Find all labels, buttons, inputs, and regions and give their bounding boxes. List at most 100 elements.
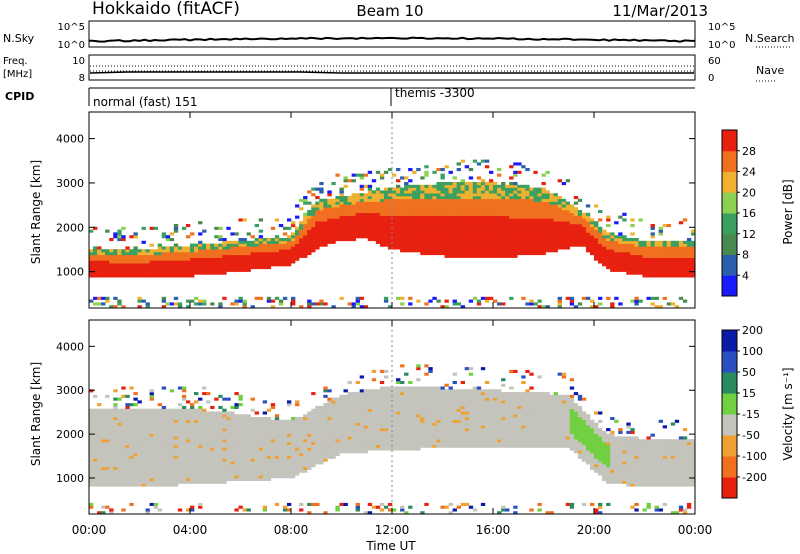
heatmap-cell <box>375 417 381 421</box>
heatmap-cell <box>424 238 429 242</box>
heatmap-cell <box>262 400 268 404</box>
heatmap-cell <box>327 229 332 233</box>
heatmap-cell <box>622 254 627 258</box>
heatmap-cell <box>303 469 308 473</box>
heatmap-cell <box>650 235 655 239</box>
heatmap-cell <box>452 235 457 239</box>
heatmap-cell <box>137 464 142 468</box>
heatmap-cell <box>436 246 441 250</box>
heatmap-cell <box>327 193 332 197</box>
heatmap-cell <box>416 221 421 225</box>
heatmap-cell <box>670 260 676 264</box>
heatmap-cell <box>274 461 280 465</box>
heatmap-cell <box>299 425 304 429</box>
heatmap-cell <box>226 263 231 267</box>
heatmap-cell <box>383 196 389 200</box>
heatmap-cell <box>202 458 207 462</box>
heatmap-cell <box>375 224 381 228</box>
heatmap-cell <box>278 428 284 432</box>
heatmap-cell <box>484 226 490 230</box>
heatmap-cell <box>387 425 393 429</box>
heatmap-cell <box>250 455 255 459</box>
heatmap-cell <box>210 469 215 473</box>
heatmap-cell <box>501 221 506 225</box>
heatmap-cell <box>646 260 651 264</box>
heatmap-cell <box>173 274 179 278</box>
heatmap-cell <box>198 268 203 272</box>
heatmap-cell <box>513 187 518 191</box>
heatmap-cell <box>383 439 389 443</box>
heatmap-cell <box>286 439 292 443</box>
heatmap-cell <box>218 238 223 242</box>
heatmap-cell <box>246 425 251 429</box>
heatmap-cell <box>585 238 591 242</box>
heatmap-cell <box>319 419 324 423</box>
heatmap-cell <box>177 477 183 482</box>
heatmap-cell <box>109 414 114 418</box>
heatmap-cell <box>351 210 356 214</box>
heatmap-cell <box>501 190 506 194</box>
heatmap-cell <box>242 466 247 470</box>
heatmap-cell <box>379 508 385 512</box>
heatmap-cell <box>198 414 203 418</box>
heatmap-cell <box>359 215 365 219</box>
heatmap-cell <box>286 453 292 457</box>
heatmap-cell <box>440 196 445 200</box>
heatmap-cell <box>359 198 365 202</box>
heatmap-cell <box>173 444 179 448</box>
heatmap-cell <box>125 453 130 457</box>
heatmap-cell <box>545 240 550 244</box>
heatmap-cell <box>379 436 385 440</box>
heatmap-cell <box>214 411 219 415</box>
heatmap-cell <box>89 414 94 418</box>
heatmap-cell <box>682 249 688 253</box>
heatmap-cell <box>169 263 175 267</box>
heatmap-cell <box>117 271 122 275</box>
heatmap-cell <box>618 249 623 253</box>
heatmap-cell <box>335 224 340 228</box>
heatmap-cell <box>509 210 514 214</box>
heatmap-cell <box>125 483 130 487</box>
heatmap-cell <box>105 417 110 421</box>
heatmap-cell <box>121 305 126 309</box>
heatmap-cell <box>602 260 607 264</box>
heatmap-cell <box>274 263 280 267</box>
heatmap-cell <box>173 477 179 482</box>
heatmap-cell <box>347 218 352 222</box>
heatmap-cell <box>513 162 518 166</box>
heatmap-cell <box>218 411 223 415</box>
heatmap-cell <box>303 254 308 258</box>
heatmap-cell <box>456 229 461 233</box>
heatmap-cell <box>343 226 348 230</box>
heatmap-cell <box>177 408 183 412</box>
heatmap-cell <box>105 249 110 253</box>
heatmap-cell <box>412 210 417 214</box>
heatmap-cell <box>190 469 195 473</box>
heatmap-cell <box>93 455 98 459</box>
heatmap-cell <box>105 229 110 233</box>
heatmap-cell <box>589 249 595 253</box>
heatmap-cell <box>270 444 276 448</box>
heatmap-cell <box>428 212 433 216</box>
heatmap-cell <box>185 425 191 429</box>
heatmap-cell <box>602 229 607 233</box>
heatmap-cell <box>262 257 268 261</box>
heatmap-cell <box>557 240 562 244</box>
heatmap-cell <box>250 260 255 264</box>
heatmap-cell <box>286 263 292 267</box>
heatmap-cell <box>238 466 243 470</box>
heatmap-cell <box>89 257 94 261</box>
heatmap-cell <box>448 249 453 253</box>
heatmap-cell <box>161 425 167 429</box>
heatmap-cell <box>432 218 437 222</box>
heatmap-cell <box>488 182 494 186</box>
heatmap-cell <box>347 430 352 434</box>
heatmap-cell <box>177 464 183 468</box>
heatmap-cell <box>242 218 247 222</box>
heatmap-cell <box>274 450 280 454</box>
heatmap-cell <box>258 428 264 432</box>
heatmap-cell <box>149 417 154 421</box>
heatmap-cell <box>206 472 211 476</box>
heatmap-cell <box>319 428 324 432</box>
heatmap-cell <box>121 417 126 421</box>
